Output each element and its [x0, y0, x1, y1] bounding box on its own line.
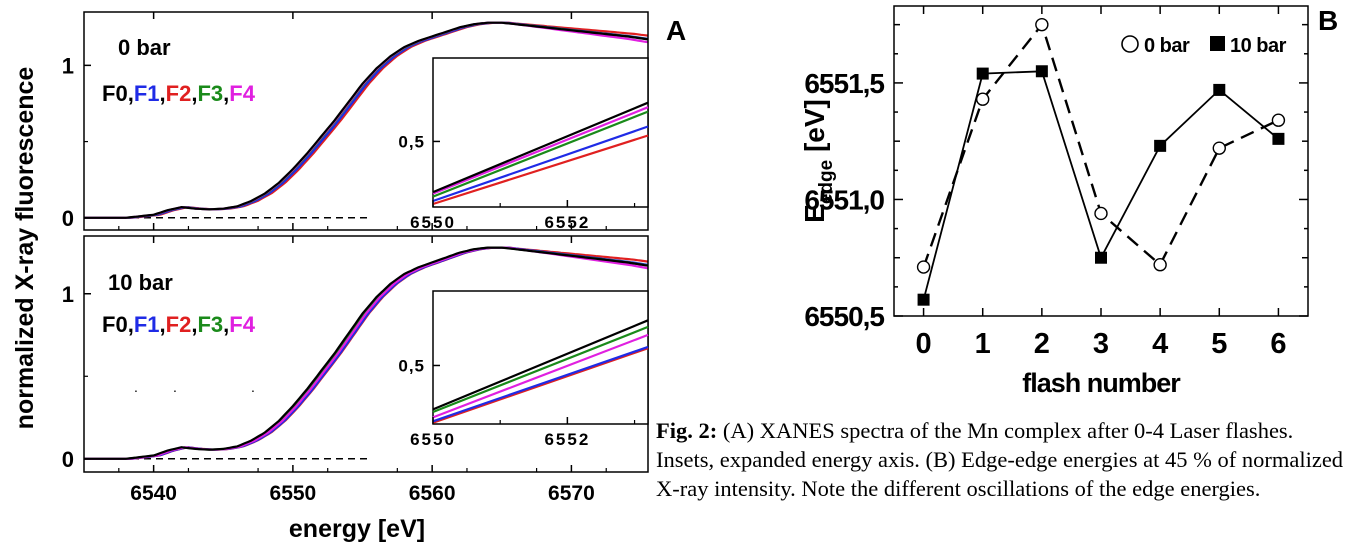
x-tick-label: 6550 [270, 482, 317, 505]
inset-series-f0-line [432, 101, 649, 194]
y-tick-label: 1 [62, 53, 74, 78]
inset-y-tick-label: 0,5 [398, 356, 425, 375]
x-tick-label: 4 [1152, 328, 1168, 360]
panel-a-top-legend: F0,F1,F2,F3,F4 [102, 81, 256, 106]
inset-series-f4-line [432, 106, 649, 195]
inset-x-tick-label: 6552 [544, 430, 590, 449]
data-point-10-bar [976, 67, 989, 80]
legend-separator: , [223, 312, 229, 337]
legend-separator: , [223, 81, 229, 106]
x-tick-label: 2 [1034, 328, 1050, 360]
x-tick-label: 6560 [409, 482, 456, 505]
inset-x-tick-label: 6550 [410, 430, 456, 449]
legend-separator: , [191, 312, 197, 337]
legend-entry-f4: F4 [229, 312, 255, 337]
x-tick-label: 0 [916, 328, 932, 360]
x-tick-label: 6540 [130, 482, 177, 505]
y-tick-label: 0 [62, 206, 74, 231]
inset-series-f3-line [432, 325, 649, 414]
legend-separator: , [191, 81, 197, 106]
data-point-10-bar [1095, 251, 1107, 264]
data-point-0-bar [976, 92, 990, 106]
inset-x-tick-label: 6550 [410, 213, 456, 232]
legend-entry-f3: F3 [197, 312, 223, 337]
y-tick-label: 6551,0 [804, 184, 884, 215]
x-tick-label: 6570 [548, 482, 595, 505]
y-tick-label: 6550,5 [804, 301, 884, 332]
x-tick-label: 5 [1211, 328, 1227, 360]
data-point-0-bar [1212, 141, 1226, 155]
inset-series-f4-line [432, 333, 649, 419]
panel-a-bottom-chart: 6550 6552 0,5 6540 6550 6560 6570 0 1 10 bar F0… [62, 235, 649, 505]
shared-x-axis-label: energy [eV] [289, 515, 425, 543]
data-point-0-bar [1094, 206, 1108, 221]
panel-b-y-axis-label: Eedge [eV] [799, 99, 837, 223]
y-tick-label: 1 [62, 282, 74, 307]
stray-dot: . [251, 379, 255, 395]
data-point-10-bar [1213, 83, 1226, 96]
data-point-10-bar [917, 293, 930, 306]
legend-entry-f2: F2 [166, 312, 192, 337]
legend-separator: , [128, 312, 134, 337]
stray-dot: . [173, 379, 177, 395]
inset-series-f2-line [432, 347, 649, 424]
inset-series-f3-line [432, 110, 649, 198]
series-f0-line [84, 21, 649, 219]
data-point-10-bar [1035, 65, 1048, 78]
legend-separator: , [160, 81, 166, 106]
svg-text:Eedge [eV]: Eedge [eV] [799, 99, 837, 223]
panel-b-x-axis-label: flash number [1022, 368, 1181, 398]
legend-entry-f1: F1 [134, 312, 160, 337]
data-point-10-bar [1154, 139, 1167, 152]
data-point-0-bar [1271, 113, 1286, 127]
panel-label-a: A [666, 15, 686, 46]
series-line-10-bar [922, 70, 1279, 300]
legend-marker-10-bar [1210, 36, 1225, 51]
panel-a-bottom-title: 10 bar [108, 270, 173, 295]
panel-label-b: B [1318, 5, 1338, 36]
panel-b-legend: 0 bar 10 bar [1121, 35, 1287, 57]
legend-entry-f0: F0 [102, 81, 128, 106]
legend-entry-f3: F3 [197, 81, 223, 106]
legend-entry-f0: F0 [102, 312, 128, 337]
legend-separator: , [160, 312, 166, 337]
inset-series-f0-line [432, 319, 649, 411]
inset-x-tick-label: 6552 [544, 213, 590, 232]
stray-dot: . [134, 379, 138, 395]
figure-caption: Fig. 2: (A) XANES spectra of the Mn comp… [656, 416, 1346, 503]
inset-frame [432, 290, 649, 425]
legend-entry-f1: F1 [134, 81, 160, 106]
y-tick-label: 0 [62, 447, 74, 472]
x-tick-label: 1 [975, 328, 991, 360]
data-point-0-bar [1153, 258, 1167, 272]
data-point-0-bar [1035, 17, 1049, 32]
panel-a-bottom-legend: F0,F1,F2,F3,F4 [102, 312, 256, 337]
caption-text: (A) XANES spectra of the Mn complex afte… [656, 418, 1344, 501]
x-tick-label: 6 [1270, 328, 1286, 360]
panel-a-top-title: 0 bar [118, 35, 171, 60]
inset-series-f2-line [432, 134, 649, 206]
inset-series-f1-line [432, 125, 649, 203]
series-f0-line [84, 246, 649, 460]
shared-y-axis-label: normalized X-ray fluorescence [11, 67, 39, 430]
data-point-10-bar [1272, 132, 1285, 145]
legend-separator: , [128, 81, 134, 106]
y-tick-label: 6551,5 [804, 68, 884, 99]
data-point-0-bar [916, 260, 931, 274]
inset-y-tick-label: 0,5 [398, 132, 425, 151]
panel-a-bottom-inset: 6550 6552 0,5 [398, 290, 649, 449]
panel-a-top-inset: 6550 6552 0,5 [398, 57, 649, 232]
legend-entry-f4: F4 [229, 81, 255, 106]
legend-label-0-bar: 0 bar [1144, 35, 1190, 57]
x-tick-label: 3 [1093, 328, 1109, 360]
legend-entry-f2: F2 [166, 81, 192, 106]
legend-label-10-bar: 10 bar [1230, 35, 1287, 57]
panel-b-chart: 0 1 2 3 4 5 6 6550,5 6551,0 6551,5 Eedge [eV] fla… [799, 5, 1309, 398]
inset-series-f1-line [432, 345, 649, 423]
legend-marker-0-bar [1121, 35, 1139, 53]
caption-prefix: Fig. 2: [656, 418, 718, 443]
